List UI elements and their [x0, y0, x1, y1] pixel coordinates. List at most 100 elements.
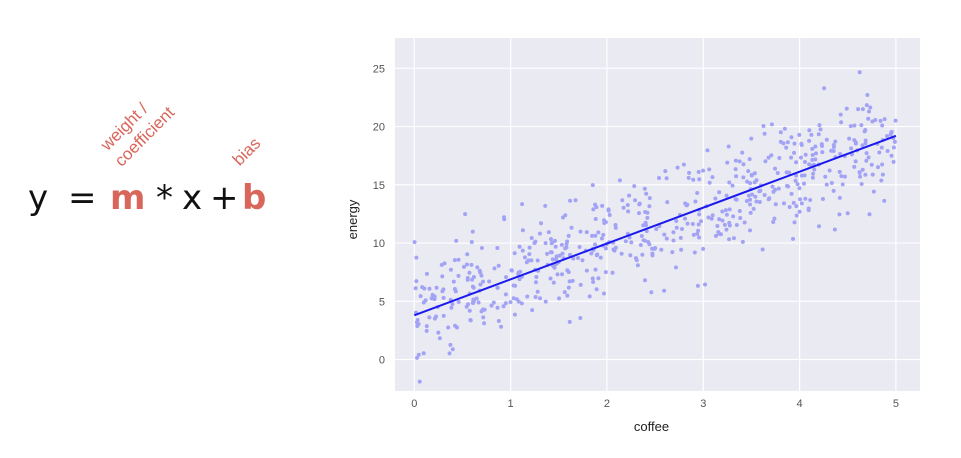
scatter-point: [467, 270, 472, 275]
scatter-point: [871, 189, 876, 194]
scatter-point: [421, 351, 426, 356]
scatter-point: [503, 292, 508, 297]
scatter-point: [526, 258, 531, 263]
x-tick-label: 1: [508, 398, 514, 410]
scatter-point: [740, 239, 745, 244]
scatter-point: [512, 312, 517, 317]
scatter-point: [701, 168, 706, 173]
scatter-point: [847, 136, 852, 141]
x-axis-label: coffee: [634, 419, 669, 434]
scatter-point: [782, 126, 787, 131]
scatter-point: [643, 278, 648, 283]
scatter-point: [791, 200, 796, 205]
scatter-point: [639, 234, 644, 239]
tick-labels: 0 1 2 3 4 5 0 5 10 15 20 25: [373, 63, 899, 410]
scatter-point: [695, 190, 700, 195]
scatter-point: [707, 167, 712, 172]
scatter-point: [775, 171, 780, 176]
scatter-point: [679, 247, 684, 252]
scatter-point: [647, 242, 652, 247]
scatter-point: [479, 273, 484, 278]
scatter-point: [754, 199, 759, 204]
scatter-point: [466, 302, 471, 307]
scatter-point: [785, 140, 790, 145]
scatter-point: [653, 246, 658, 251]
scatter-point: [865, 93, 870, 98]
equation-plus: +: [210, 178, 239, 218]
y-tick-label: 20: [373, 122, 385, 134]
scatter-point: [635, 263, 640, 268]
scatter-point: [878, 118, 883, 123]
scatter-point: [448, 342, 453, 347]
scatter-point: [663, 169, 668, 174]
scatter-point: [478, 270, 483, 275]
scatter-point: [675, 165, 680, 170]
scatter-point: [654, 226, 659, 231]
scatter-point: [773, 202, 778, 207]
scatter-point: [590, 276, 595, 281]
scatter-point: [844, 106, 849, 111]
scatter-point: [737, 208, 742, 213]
equation-y: y: [28, 178, 49, 218]
scatter-point: [856, 107, 861, 112]
scatter-point: [827, 168, 832, 173]
scatter-point: [750, 192, 755, 197]
scatter-point: [470, 229, 475, 234]
scatter-point: [787, 205, 792, 210]
scatter-point: [724, 193, 729, 198]
scatter-point: [475, 265, 480, 270]
scatter-point: [880, 123, 885, 128]
scatter-point: [634, 258, 639, 263]
scatter-point: [495, 285, 500, 290]
scatter-point: [584, 268, 589, 273]
scatter-point: [696, 222, 701, 227]
regression-line: [413, 134, 897, 317]
scatter-point: [798, 197, 803, 202]
scatter-point: [696, 228, 701, 233]
scatter-point: [503, 301, 508, 306]
scatter-point: [598, 255, 603, 260]
scatter-point: [502, 215, 507, 220]
scatter-point: [578, 229, 583, 234]
scatter-point: [698, 219, 703, 224]
scatter-point: [741, 175, 746, 180]
scatter-point: [414, 279, 419, 284]
scatter-point: [697, 235, 702, 240]
scatter-point: [451, 279, 456, 284]
scatter-point: [727, 180, 732, 185]
scatter-point: [465, 252, 470, 257]
scatter-point: [413, 286, 418, 291]
scatter-point: [670, 250, 675, 255]
scatter-point: [792, 141, 797, 146]
scatter-point: [456, 299, 461, 304]
scatter-point: [860, 107, 865, 112]
scatter-point: [860, 143, 865, 148]
scatter-point: [602, 221, 607, 226]
scatter-point: [809, 132, 814, 137]
scatter-point: [697, 177, 702, 182]
scatter-point: [673, 265, 678, 270]
scatter-point: [427, 315, 432, 320]
scatter-point: [713, 196, 718, 201]
scatter-point: [644, 191, 649, 196]
equation-x: x: [182, 178, 203, 218]
scatter-point: [481, 315, 486, 320]
equation-equals: =: [68, 178, 97, 218]
scatter-point: [440, 274, 445, 279]
scatter-point: [527, 252, 532, 257]
scatter-point: [529, 236, 534, 241]
scatter-point: [760, 247, 765, 252]
scatter-point: [647, 204, 652, 209]
scatter-point: [867, 212, 872, 217]
scatter-point: [591, 280, 596, 285]
scatter-point: [824, 182, 829, 187]
scatter-point: [418, 294, 423, 299]
scatter-point: [454, 238, 459, 243]
scatter-point: [554, 257, 559, 262]
scatter-point: [429, 296, 434, 301]
scatter-point: [725, 160, 730, 165]
scatter-point: [529, 258, 534, 263]
scatter-point: [530, 308, 535, 313]
scatter-point: [434, 314, 439, 319]
scatter-point: [870, 172, 875, 177]
